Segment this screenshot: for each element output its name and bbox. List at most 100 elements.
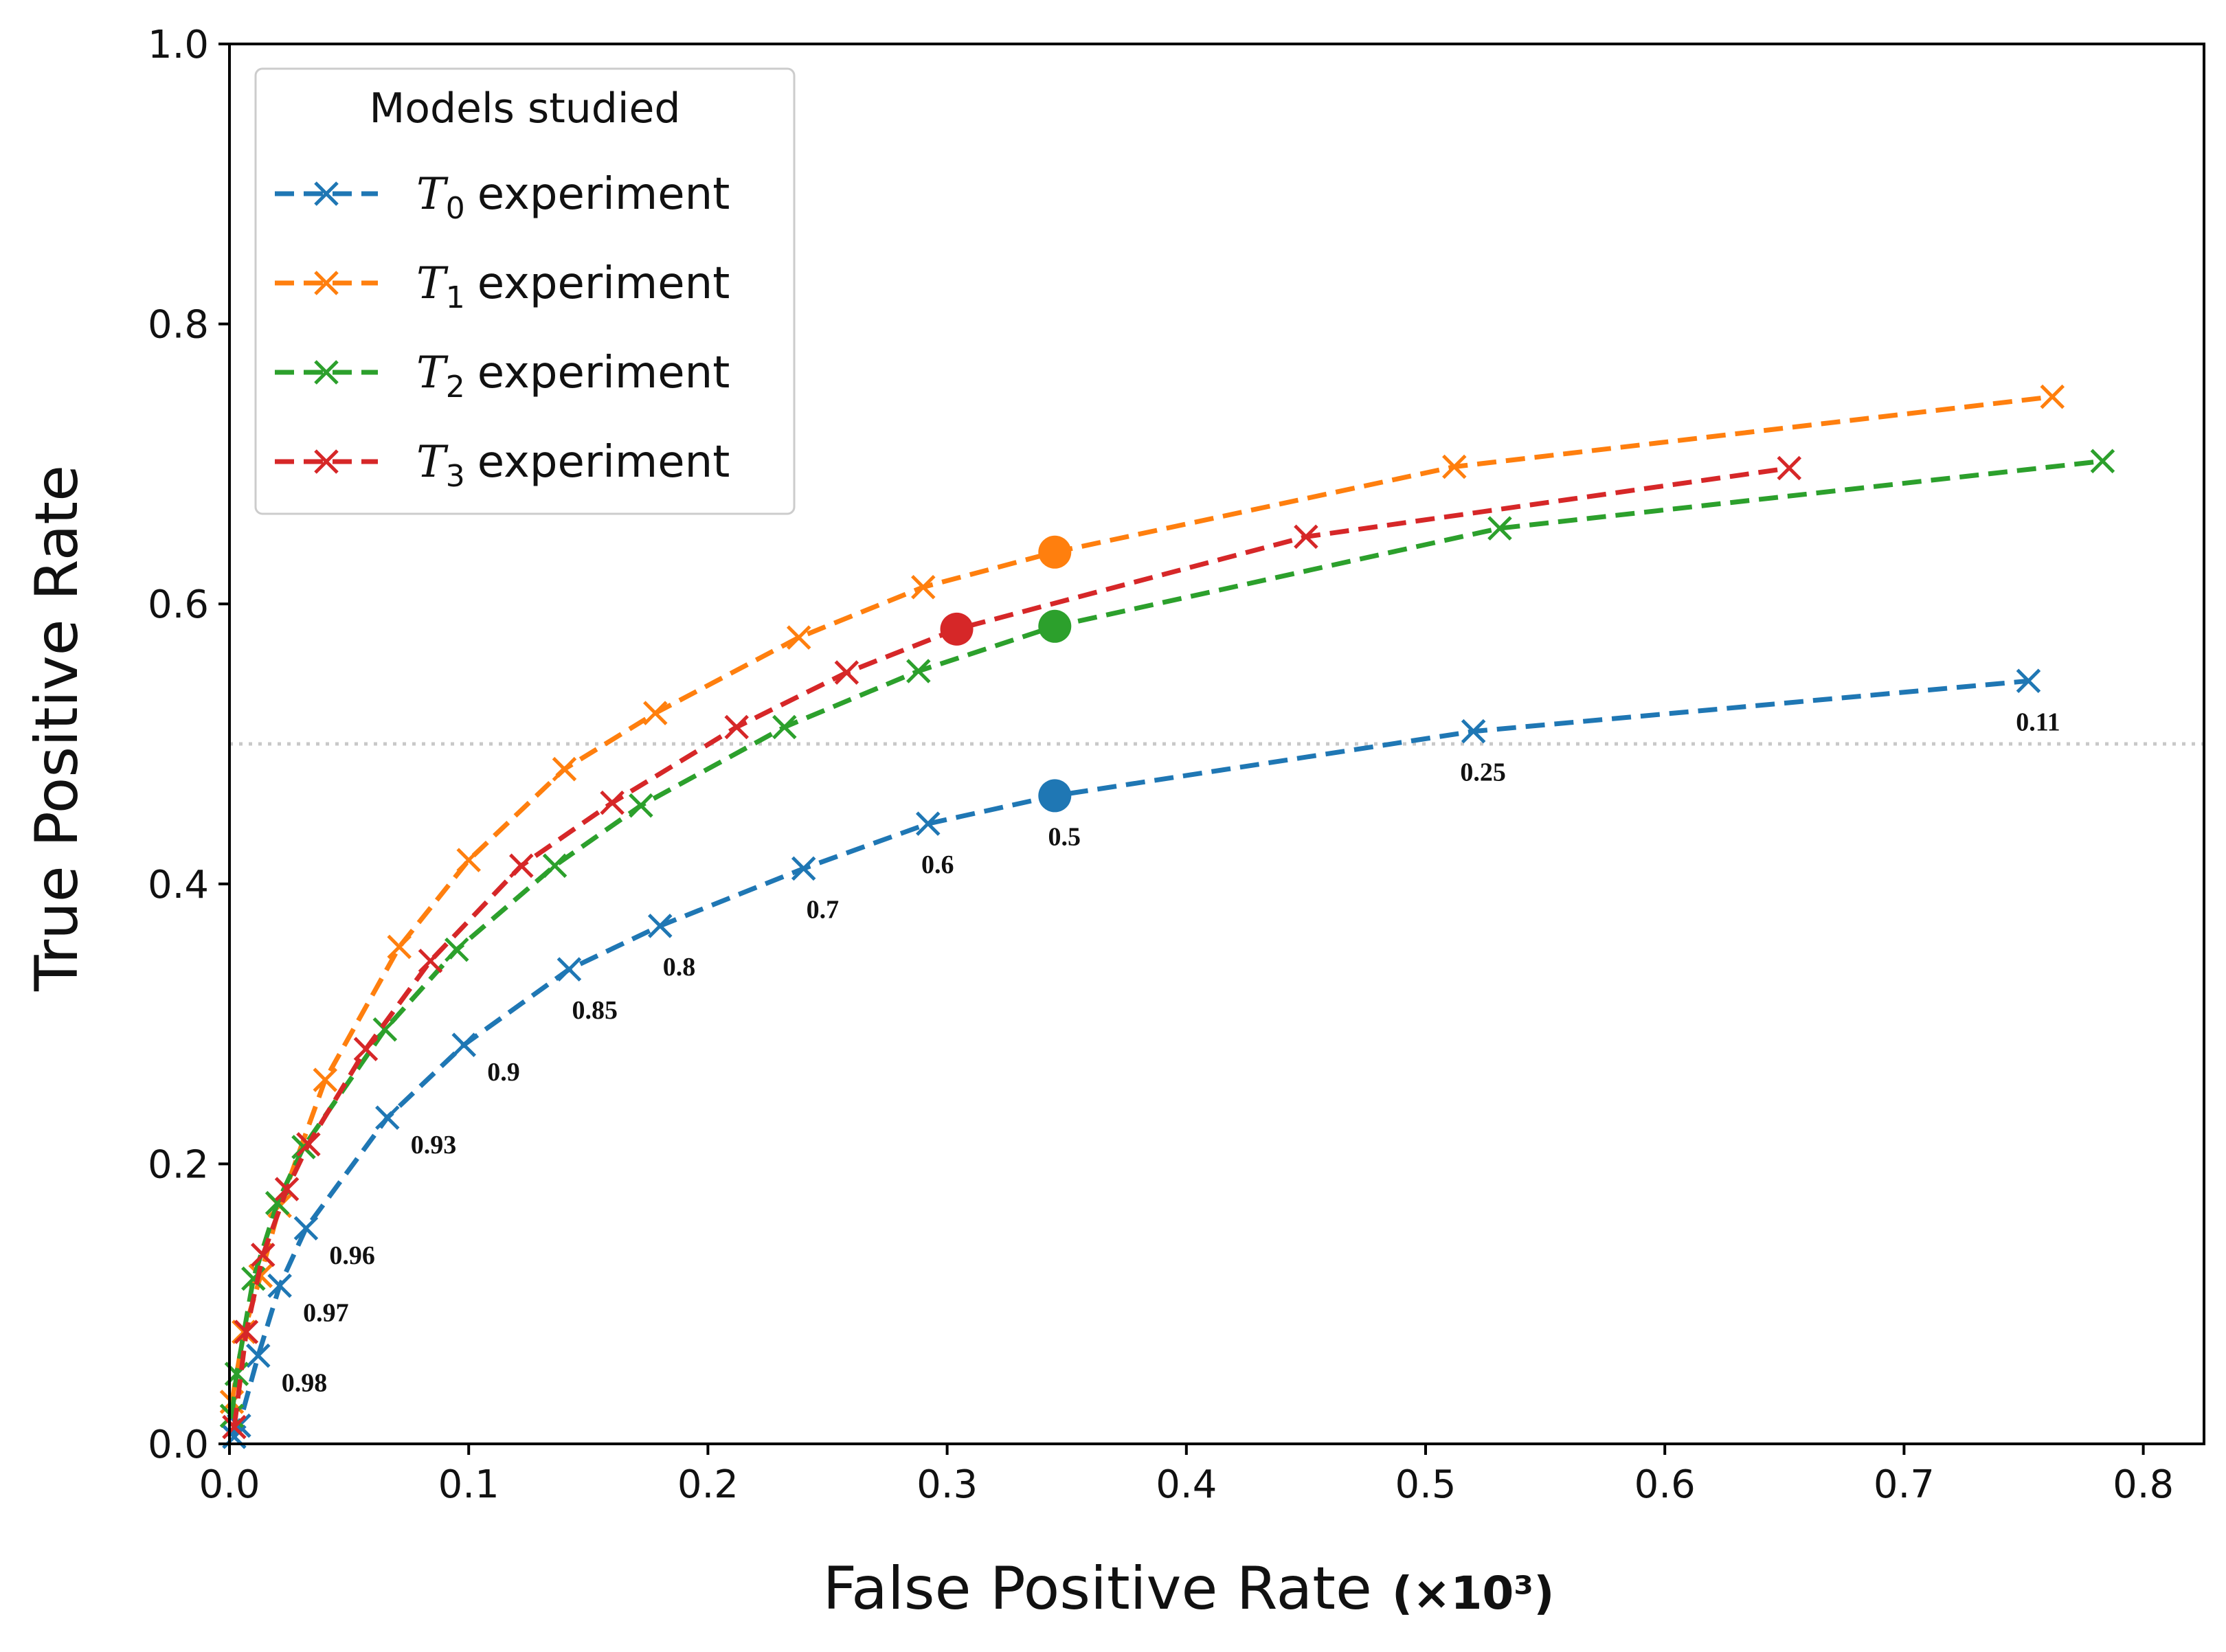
legend-box xyxy=(254,67,796,515)
series-line-1 xyxy=(229,394,2053,1403)
y-tick-label: 0.2 xyxy=(148,1142,209,1187)
series-1-marker xyxy=(643,701,668,725)
plot-frame xyxy=(228,43,2205,1445)
x-tick-label: 0.5 xyxy=(1395,1462,1456,1507)
legend-label-symbol: T xyxy=(416,258,449,309)
legend-label-subscript: 3 xyxy=(446,459,465,494)
legend-marker-3 xyxy=(314,449,339,474)
series-1-marker xyxy=(786,625,811,650)
legend-entry-1: T1 experiment xyxy=(275,258,730,315)
series-1-marker xyxy=(911,574,936,600)
series-3-marker xyxy=(274,1177,300,1201)
y-tick-label: 0.0 xyxy=(148,1423,209,1467)
x-tick-label: 0.7 xyxy=(1874,1462,1935,1507)
series-3-marker xyxy=(1294,524,1318,550)
y-tick-label: 1.0 xyxy=(148,23,209,67)
series-1-marker xyxy=(313,1067,338,1092)
x-tick-label: 0.2 xyxy=(677,1462,739,1507)
series-3-marker xyxy=(600,790,625,815)
series-2-marker xyxy=(2090,449,2115,474)
x-axis-title-text: False Positive Rate xyxy=(823,1554,1372,1623)
legend-label-0: T0 experiment xyxy=(416,169,730,226)
ticks-layer: 0.0 0.1 0.2 0.3 0.4 0.5 0.6 0.7 0.80.00.20.40.60… xyxy=(148,23,2174,1507)
threshold-label: 0.98 xyxy=(282,1369,328,1398)
legend-entry-0: T0 experiment xyxy=(275,169,730,226)
threshold-label: 0.93 xyxy=(411,1131,457,1159)
series-layer xyxy=(219,384,2115,1449)
legend-label-1: T1 experiment xyxy=(416,258,730,315)
series-0-highlight-point xyxy=(1038,779,1072,813)
series-2-marker xyxy=(906,659,931,683)
legend-marker-0 xyxy=(314,181,339,206)
series-3-marker xyxy=(509,853,534,879)
legend-label-3: T3 experiment xyxy=(416,437,730,494)
legend-label-text: experiment xyxy=(477,348,730,398)
x-tick-label: 0.4 xyxy=(1156,1462,1217,1507)
series-1-marker xyxy=(2040,384,2065,409)
series-0-marker xyxy=(2016,668,2041,694)
legend-label-symbol: T xyxy=(416,348,449,398)
legend-entry-3: T3 experiment xyxy=(275,437,730,494)
legend-label-text: experiment xyxy=(477,258,730,309)
threshold-label: 0.96 xyxy=(329,1241,375,1270)
series-2 xyxy=(219,449,2115,1429)
series-0-marker xyxy=(293,1216,319,1241)
x-tick-label: 0.8 xyxy=(2113,1462,2174,1507)
series-0 xyxy=(222,668,2041,1449)
legend-label-subscript: 0 xyxy=(446,191,465,226)
series-1-marker xyxy=(456,848,481,872)
series-0-marker xyxy=(556,957,582,982)
legend-title: Models studied xyxy=(369,84,680,133)
series-3-marker xyxy=(418,949,443,973)
series-2-marker xyxy=(629,793,653,818)
threshold-label: 0.11 xyxy=(2016,708,2060,736)
series-3-marker xyxy=(222,1414,247,1440)
threshold-label: 0.25 xyxy=(1460,758,1506,787)
series-0-marker xyxy=(246,1343,271,1368)
y-tick-label: 0.6 xyxy=(148,582,209,627)
threshold-label: 0.85 xyxy=(572,996,618,1025)
y-tick-label: 0.4 xyxy=(148,863,209,907)
series-0-marker xyxy=(647,914,673,938)
series-1 xyxy=(219,384,2065,1414)
series-3-marker xyxy=(724,714,749,740)
threshold-label: 0.7 xyxy=(807,895,840,924)
series-2-marker xyxy=(542,853,567,879)
series-1-marker xyxy=(552,756,577,782)
y-axis-title: True Positive Rate xyxy=(23,465,91,992)
x-tick-label: 0.3 xyxy=(917,1462,978,1507)
series-3-marker xyxy=(1777,455,1802,481)
threshold-label: 0.5 xyxy=(1048,822,1081,851)
series-3-marker xyxy=(234,1320,259,1344)
series-1-highlight-point xyxy=(1038,535,1072,569)
series-3-marker xyxy=(250,1243,276,1267)
legend-label-symbol: T xyxy=(416,169,449,220)
series-3-marker xyxy=(834,660,859,685)
series-2-highlight-point xyxy=(1038,609,1072,643)
series-0-marker xyxy=(791,856,816,881)
series-line-0 xyxy=(232,678,2029,1438)
axes-layer xyxy=(228,43,2205,1445)
series-2-marker xyxy=(772,714,797,740)
legend-label-text: experiment xyxy=(477,169,730,220)
series-line-3 xyxy=(232,466,1790,1427)
series-2-marker xyxy=(1487,516,1512,541)
series-3-marker xyxy=(353,1037,379,1062)
series-3 xyxy=(222,455,1802,1440)
legend-marker-1 xyxy=(314,271,339,295)
series-0-marker xyxy=(1461,718,1486,744)
threshold-label: 0.97 xyxy=(303,1299,349,1328)
series-line-2 xyxy=(229,458,2103,1416)
threshold-label: 0.8 xyxy=(663,953,696,982)
x-tick-label: 0.0 xyxy=(199,1462,260,1507)
threshold-label: 0.6 xyxy=(921,850,954,879)
legend-entry-2: T2 experiment xyxy=(275,348,730,405)
series-0-marker xyxy=(451,1032,477,1057)
series-1-marker xyxy=(1442,454,1467,479)
legend-marker-2 xyxy=(314,360,339,385)
series-0-marker xyxy=(375,1105,400,1130)
